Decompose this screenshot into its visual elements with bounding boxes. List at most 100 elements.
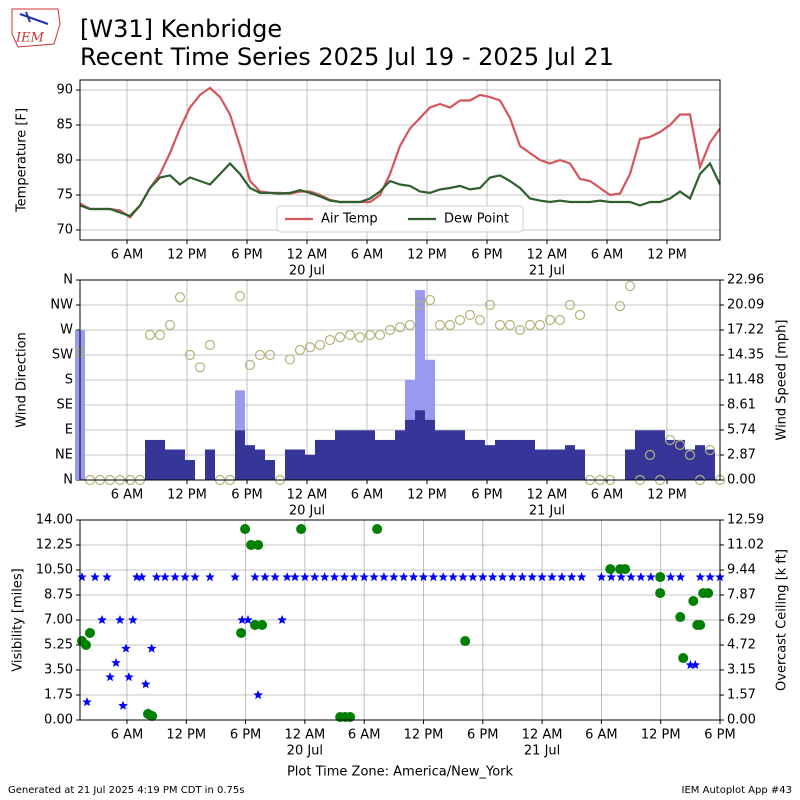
x-tick-label: 6 AM	[111, 488, 144, 503]
circle-marker	[655, 572, 666, 583]
circle-marker	[314, 339, 326, 351]
y-tick-label: N	[63, 473, 73, 488]
star-marker	[137, 572, 147, 582]
bar	[705, 449, 715, 480]
star-marker	[369, 572, 379, 582]
circle-marker	[444, 319, 456, 331]
star-marker	[97, 615, 107, 624]
star-marker	[339, 572, 350, 582]
line	[79, 161, 721, 218]
bar	[245, 445, 255, 480]
circle-marker	[494, 319, 506, 331]
circle-marker	[147, 711, 158, 722]
star-marker	[557, 572, 567, 582]
circle-marker	[534, 319, 546, 331]
y2-tick-label: 9.44	[727, 563, 756, 578]
star-marker	[399, 572, 409, 582]
circle-marker	[174, 292, 186, 303]
y-tick-label: 90	[56, 83, 73, 98]
x-tick-label: 12 AM	[527, 248, 568, 263]
x-date-label: 21 Jul	[524, 744, 560, 759]
bar	[645, 430, 655, 480]
bar	[435, 430, 445, 480]
circle-marker	[474, 314, 486, 326]
logo-lines	[19, 11, 49, 25]
x-tick-label: 12 PM	[404, 728, 444, 743]
circle-marker	[284, 354, 296, 365]
bar	[295, 449, 305, 480]
bar	[545, 449, 555, 480]
circle-marker	[334, 332, 346, 343]
circle-marker	[294, 344, 306, 356]
star-marker	[379, 572, 389, 582]
y-tick-label: 5.25	[44, 638, 73, 653]
bar	[335, 430, 345, 480]
star-marker	[507, 572, 518, 582]
bar	[145, 439, 155, 480]
star-marker	[151, 572, 162, 582]
star-marker	[82, 697, 92, 707]
star-marker	[596, 572, 607, 582]
circle-marker	[574, 309, 586, 321]
bar	[485, 445, 495, 480]
circle-marker	[144, 329, 156, 341]
y-tick-label: 14.00	[36, 513, 73, 528]
bar	[155, 439, 165, 480]
bar	[375, 439, 385, 480]
circle-marker	[564, 299, 576, 311]
x-tick-label: 6 AM	[591, 248, 624, 263]
x-date-label: 21 Jul	[529, 264, 565, 279]
logo-text: IEM	[15, 31, 45, 46]
bar	[205, 449, 215, 480]
bar	[695, 445, 705, 480]
circle-marker	[404, 319, 416, 331]
circle-marker	[254, 349, 266, 361]
y-tick-label: 0.00	[44, 713, 73, 728]
circle-marker	[464, 309, 476, 321]
circle-marker	[544, 314, 556, 326]
star-marker	[428, 572, 439, 582]
x-tick-label: 6 AM	[351, 488, 384, 503]
bar	[305, 454, 315, 480]
star-marker	[418, 572, 429, 582]
star-marker	[616, 572, 626, 582]
x-tick-label: 6 AM	[585, 728, 618, 743]
star-marker	[253, 690, 263, 699]
circle-marker	[614, 301, 626, 312]
circle-marker	[240, 524, 251, 535]
star-marker	[146, 643, 157, 653]
bar	[235, 430, 245, 480]
circle-marker	[194, 362, 206, 373]
x-tick-label: 12 PM	[647, 488, 687, 503]
bar	[175, 449, 185, 480]
bar	[635, 430, 645, 480]
x-date-label: 21 Jul	[529, 504, 565, 519]
star-marker	[319, 572, 330, 582]
star-marker	[170, 572, 180, 582]
circle-marker	[514, 324, 526, 336]
footer-left: Generated at 21 Jul 2025 4:19 PM CDT in …	[8, 785, 244, 796]
y2-tick-label: 0.00	[727, 713, 756, 728]
circle-marker	[678, 653, 689, 664]
y2-tick-label: 20.09	[727, 298, 764, 313]
star-marker	[237, 615, 247, 624]
star-marker	[705, 572, 715, 582]
bar	[495, 439, 505, 480]
star-marker	[77, 572, 87, 582]
bar	[185, 459, 195, 480]
circle-marker	[675, 612, 686, 623]
bar	[255, 449, 265, 480]
x-tick-label: 12 PM	[167, 248, 207, 263]
bar	[385, 439, 395, 480]
circle-marker	[364, 329, 376, 341]
y2-tick-label: 11.02	[727, 537, 764, 552]
x-tick-label: 12 AM	[287, 488, 328, 503]
y2-tick-label: 4.72	[727, 638, 756, 653]
star-marker	[205, 572, 215, 582]
star-marker	[118, 700, 128, 710]
circle-marker	[644, 449, 656, 461]
star-marker	[665, 572, 676, 582]
circle-marker	[304, 342, 316, 353]
y2-tick-label: 22.96	[727, 273, 764, 288]
star-marker	[517, 572, 528, 582]
